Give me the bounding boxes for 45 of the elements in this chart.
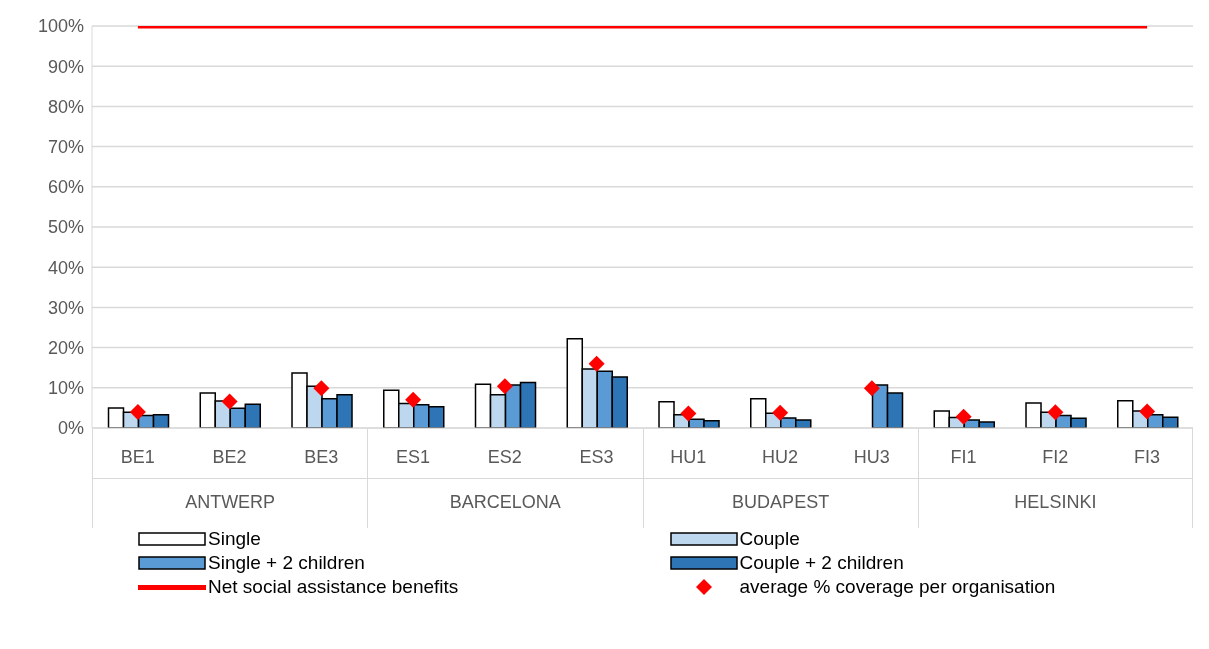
point: [1139, 403, 1156, 420]
x-tick-label: ES3: [579, 446, 614, 467]
point: [588, 355, 605, 372]
x-tick-label: ES1: [396, 446, 431, 467]
x-tick-label: ES2: [487, 446, 522, 467]
legend-label: Net social assistance benefits: [208, 576, 459, 598]
y-tick-label: 50%: [47, 217, 84, 238]
x-tick-label: HU3: [853, 446, 890, 467]
x-tick-label: FI1: [950, 446, 977, 467]
point: [1047, 404, 1064, 421]
point: [863, 380, 880, 397]
x-tick-label: HU1: [670, 446, 707, 467]
text: HELSINKI: [1013, 492, 1098, 513]
point: [680, 405, 697, 422]
point: [955, 408, 972, 425]
y-tick-label: 90%: [47, 56, 84, 77]
point: [129, 403, 146, 420]
y-tick-label: 40%: [47, 257, 84, 278]
y-tick-label: 10%: [47, 378, 84, 399]
point: [496, 378, 513, 395]
point: [313, 380, 330, 397]
y-tick-label: 80%: [47, 96, 84, 117]
x-tick-label: HU2: [762, 446, 799, 467]
legend-label: average % coverage per organisation: [739, 576, 1056, 598]
y-tick-label: 100%: [37, 16, 84, 37]
x-tick-label: FI2: [1042, 446, 1069, 467]
y-tick-label: 70%: [47, 136, 84, 157]
y-tick-label: 0%: [57, 418, 84, 439]
point: [405, 391, 422, 408]
legend-label: Single + 2 children: [208, 552, 365, 574]
x-tick-label: BE3: [304, 446, 339, 467]
x-tick-label: BE2: [212, 446, 247, 467]
point: [772, 404, 789, 421]
y-tick-label: 20%: [47, 337, 84, 358]
y-tick-label: 30%: [47, 297, 84, 318]
x-tick-label: FI3: [1134, 446, 1161, 467]
legend-label: Single: [208, 528, 261, 550]
legend-label: Couple + 2 children: [739, 552, 904, 574]
x-tick-label: BE1: [120, 446, 155, 467]
text: BUDAPEST: [731, 492, 831, 513]
y-tick-label: 60%: [47, 177, 84, 198]
text: ANTWERP: [184, 492, 277, 513]
point: [221, 393, 238, 410]
legend-label: Couple: [739, 528, 800, 550]
text: BARCELONA: [448, 492, 562, 513]
